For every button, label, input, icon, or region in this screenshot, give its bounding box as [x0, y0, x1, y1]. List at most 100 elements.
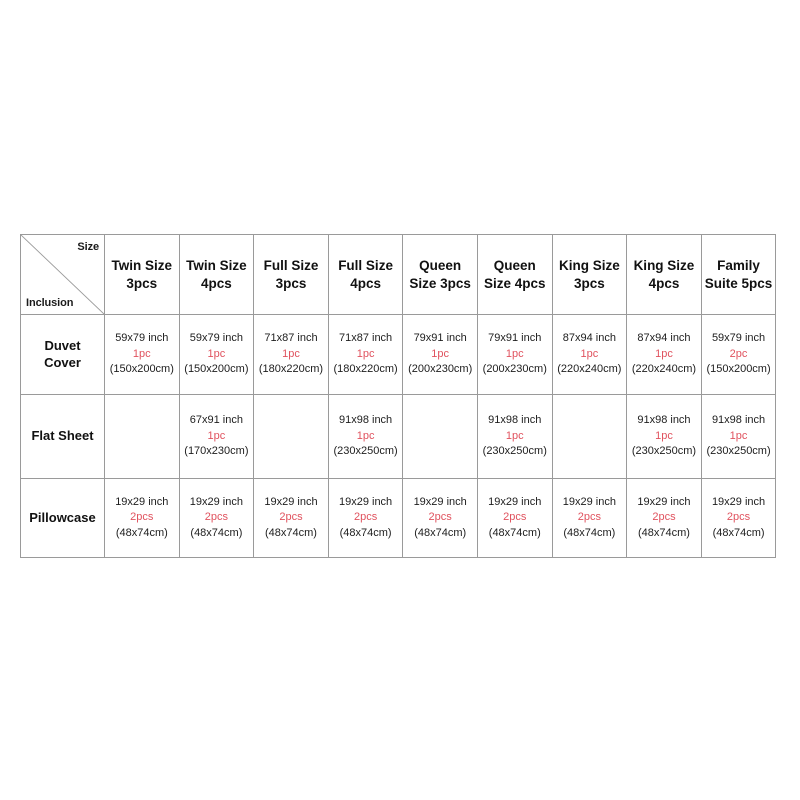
quantity-badge: 2pcs: [428, 511, 452, 524]
spec-cell: 79x91 inch 1pc (200x230cm): [476, 314, 553, 395]
dimension-cm: (48x74cm): [712, 526, 765, 539]
quantity-badge: 1pc: [207, 347, 226, 360]
quantity-badge: 1pc: [729, 429, 748, 442]
diagonal-divider-icon: [21, 235, 104, 314]
dimension-inches: 71x87 inch: [338, 332, 393, 345]
dimension-inches: 87x94 inch: [637, 332, 691, 345]
column-header-1: Twin Size 4pcs: [178, 234, 255, 315]
quantity-badge: 1pc: [431, 347, 450, 360]
column-header-line-1: King Size: [558, 258, 620, 274]
quantity-badge: 1pc: [132, 347, 151, 360]
column-header-4: Queen Size 3pcs: [402, 234, 478, 315]
column-header-line-1: Full Size: [263, 258, 319, 274]
empty-cell: [104, 394, 180, 479]
spec-cell: 19x29 inch 2pcs (48x74cm): [700, 478, 777, 558]
dimension-inches: 91x98 inch: [711, 414, 766, 427]
spec-cell: 19x29 inch 2pcs (48x74cm): [402, 478, 478, 558]
spec-cell: 91x98 inch 1pc (230x250cm): [327, 394, 404, 479]
size-axis-label: Size: [77, 241, 99, 253]
row-header-line-1: Duvet: [44, 337, 81, 353]
spec-cell: 19x29 inch 2pcs (48x74cm): [551, 478, 628, 558]
spec-cell: 71x87 inch 1pc (180x220cm): [327, 314, 404, 395]
column-header-line-1: Full Size: [338, 258, 393, 274]
table-row: Duvet Cover 59x79 inch 1pc (150x200cm) 59x79 …: [20, 314, 777, 395]
quantity-badge: 2pcs: [353, 511, 378, 524]
spec-cell: 59x79 inch 1pc (150x200cm): [178, 314, 255, 395]
table-row: Pillowcase 19x29 inch 2pcs (48x74cm) 19x29 i…: [20, 478, 777, 558]
column-header-5: Queen Size 4pcs: [476, 234, 553, 315]
column-header-line-1: King Size: [633, 258, 695, 274]
quantity-badge: 2pcs: [130, 511, 154, 524]
spec-cell: 79x91 inch 1pc (200x230cm): [402, 314, 478, 395]
dimension-inches: 19x29 inch: [189, 495, 243, 508]
row-header-line-1: Pillowcase: [29, 509, 96, 525]
spec-cell: 67x91 inch 1pc (170x230cm): [178, 394, 255, 479]
dimension-cm: (230x250cm): [706, 445, 771, 458]
column-header-line-2: 4pcs: [201, 275, 232, 291]
column-header-line-2: 4pcs: [648, 275, 680, 291]
dimension-inches: 19x29 inch: [115, 495, 169, 508]
dimension-cm: (180x220cm): [333, 363, 398, 376]
dimension-inches: 19x29 inch: [562, 495, 616, 508]
column-header-line-2: 3pcs: [126, 275, 158, 291]
dimension-inches: 19x29 inch: [338, 495, 393, 508]
dimension-cm: (48x74cm): [488, 526, 541, 539]
dimension-cm: (170x230cm): [184, 445, 249, 458]
spec-cell: 91x98 inch 1pc (230x250cm): [700, 394, 777, 479]
spec-cell: 71x87 inch 1pc (180x220cm): [253, 314, 329, 395]
empty-cell: [253, 394, 329, 479]
spec-cell: 59x79 inch 1pc (150x200cm): [104, 314, 180, 395]
quantity-badge: 2pcs: [503, 511, 527, 524]
spec-cell: 91x98 inch 1pc (230x250cm): [476, 394, 553, 479]
quantity-badge: 2pcs: [577, 511, 601, 524]
size-chart-container: Size Inclusion Twin Size 3pcs Twin Size 4pcs F…: [20, 234, 777, 558]
column-header-line-2: Size 3pcs: [409, 275, 471, 291]
column-header-line-1: Queen: [493, 258, 536, 274]
column-header-line-1: Queen: [419, 258, 462, 274]
dimension-cm: (48x74cm): [190, 526, 243, 539]
dimension-inches: 19x29 inch: [413, 495, 467, 508]
bedding-size-chart-table: Size Inclusion Twin Size 3pcs Twin Size 4pcs F…: [20, 234, 777, 558]
dimension-inches: 91x98 inch: [488, 414, 542, 427]
dimension-cm: (48x74cm): [265, 526, 317, 539]
column-header-line-2: 3pcs: [275, 275, 307, 291]
row-header-line-1: Flat Sheet: [31, 428, 94, 444]
column-header-6: King Size 3pcs: [551, 234, 628, 315]
spec-cell: 19x29 inch 2pcs (48x74cm): [253, 478, 329, 558]
column-header-7: King Size 4pcs: [626, 234, 702, 315]
row-header-0: Duvet Cover: [20, 314, 105, 395]
dimension-cm: (48x74cm): [115, 526, 168, 539]
spec-cell: 19x29 inch 2pcs (48x74cm): [476, 478, 553, 558]
quantity-badge: 1pc: [580, 347, 599, 360]
column-header-line-2: 3pcs: [573, 275, 605, 291]
quantity-badge: 2pcs: [652, 511, 676, 524]
dimension-cm: (230x250cm): [482, 445, 547, 458]
dimension-cm: (220x240cm): [557, 363, 622, 376]
dimension-cm: (150x200cm): [184, 363, 249, 376]
dimension-inches: 19x29 inch: [711, 495, 766, 508]
spec-cell: 19x29 inch 2pcs (48x74cm): [178, 478, 255, 558]
quantity-badge: 1pc: [655, 429, 673, 442]
empty-cell: [551, 394, 628, 479]
row-header-2: Pillowcase: [20, 478, 105, 558]
quantity-badge: 1pc: [505, 347, 524, 360]
corner-header-cell: Size Inclusion: [20, 234, 105, 315]
dimension-inches: 91x98 inch: [637, 414, 691, 427]
column-header-8: Family Suite 5pcs: [700, 234, 777, 315]
dimension-cm: (48x74cm): [414, 526, 467, 539]
spec-cell: 19x29 inch 2pcs (48x74cm): [104, 478, 180, 558]
quantity-badge: 1pc: [505, 429, 524, 442]
quantity-badge: 1pc: [207, 429, 226, 442]
dimension-cm: (150x200cm): [109, 363, 174, 376]
table-row: Flat Sheet 67x91 inch 1pc (170x230cm) 91x98 …: [20, 394, 777, 479]
dimension-inches: 19x29 inch: [264, 495, 318, 508]
column-header-line-1: Twin Size: [186, 258, 247, 274]
spec-cell: 59x79 inch 2pc (150x200cm): [700, 314, 777, 395]
quantity-badge: 1pc: [356, 429, 375, 442]
spec-cell: 87x94 inch 1pc (220x240cm): [626, 314, 702, 395]
dimension-cm: (180x220cm): [258, 363, 324, 376]
dimension-inches: 87x94 inch: [562, 332, 616, 345]
chart-header-row: Size Inclusion Twin Size 3pcs Twin Size 4pcs F…: [20, 234, 777, 315]
quantity-badge: 1pc: [282, 347, 300, 360]
column-header-line-2: 4pcs: [350, 275, 381, 291]
